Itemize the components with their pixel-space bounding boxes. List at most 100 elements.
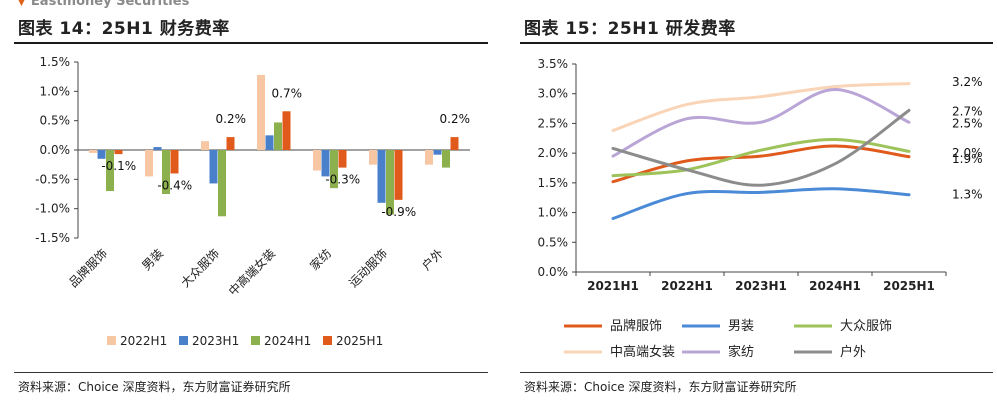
- line-series-大众服饰: [611, 137, 911, 178]
- bar-2025H1-家纺: [338, 150, 347, 168]
- bar-2023H1-男装: [153, 147, 162, 150]
- line-series-家纺: [611, 88, 911, 158]
- y-tick-label: 2.0%: [538, 146, 569, 160]
- bar-2024H1-男装: [162, 150, 170, 194]
- y-tick-label: 0.5%: [40, 114, 71, 128]
- bar-2023H1-户外: [433, 150, 442, 155]
- x-category-label: 大众服饰: [178, 246, 222, 290]
- data-label: -0.3%: [325, 173, 360, 187]
- data-label: 0.2%: [440, 112, 471, 126]
- bar-2022H1-男装: [145, 150, 153, 177]
- bar-2022H1-大众服饰: [201, 141, 209, 150]
- legend-label-2024H1: 2024H1: [264, 334, 311, 348]
- bar-2023H1-运动服饰: [377, 150, 386, 203]
- bar-2023H1-家纺: [321, 150, 330, 177]
- y-tick-label: 0.0%: [538, 265, 569, 279]
- end-value-label: 1.3%: [952, 188, 983, 202]
- y-tick-label: 1.0%: [40, 84, 71, 98]
- y-tick-label: 0.0%: [40, 143, 71, 157]
- bar-2025H1-大众服饰: [226, 137, 235, 150]
- legend-label-2025H1: 2025H1: [336, 334, 383, 348]
- bar-2024H1-户外: [442, 150, 450, 168]
- bar-2023H1-大众服饰: [209, 150, 218, 184]
- bar-2025H1-户外: [450, 137, 459, 150]
- x-tick-label: 2025H1: [883, 279, 935, 293]
- x-category-label: 运动服饰: [346, 246, 390, 290]
- bar-2025H1-中高端女装: [282, 111, 291, 150]
- bar-2023H1-中高端女装: [265, 135, 274, 150]
- legend-label-户外: 户外: [840, 344, 866, 360]
- figure-14-bottom-rule: [14, 372, 488, 373]
- bar-2024H1-中高端女装: [274, 122, 282, 150]
- x-tick-label: 2024H1: [809, 279, 861, 293]
- bar-2022H1-户外: [425, 150, 433, 165]
- figure-15-top-rule: [520, 42, 993, 44]
- bar-2022H1-家纺: [313, 150, 321, 171]
- bar-2022H1-运动服饰: [369, 150, 377, 165]
- y-tick-label: 3.5%: [538, 57, 569, 71]
- legend-label-家纺: 家纺: [728, 344, 754, 360]
- y-tick-label: 2.5%: [538, 116, 569, 130]
- bar-2025H1-男装: [170, 150, 179, 174]
- bar-2025H1-运动服饰: [394, 150, 403, 200]
- x-category-label: 家纺: [307, 246, 335, 274]
- x-category-label: 户外: [419, 246, 447, 274]
- end-value-label: 2.5%: [952, 116, 983, 130]
- x-category-label: 品牌服饰: [66, 246, 110, 290]
- data-label: -0.4%: [157, 178, 192, 192]
- bar-2022H1-品牌服饰: [89, 150, 97, 153]
- bar-2023H1-品牌服饰: [97, 150, 106, 159]
- data-label: -0.1%: [101, 159, 136, 173]
- legend-label-男装: 男装: [728, 319, 754, 334]
- financial-expense-bar-chart: -1.5% -1.0% -0.5% 0.0% 0.5% 1.0% 1.5% -0.1% 品牌服饰…: [35, 55, 471, 348]
- y-tick-label: 1.5%: [40, 55, 71, 69]
- x-tick-label: 2023H1: [735, 279, 787, 293]
- triangle-icon: ▼: [18, 0, 25, 8]
- data-label: 0.7%: [272, 86, 303, 100]
- y-tick-label: -1.5%: [35, 231, 70, 245]
- line-series-男装: [611, 187, 911, 221]
- bar-2024H1-品牌服饰: [106, 150, 114, 192]
- figure-15-title: 图表 15：25H1 研发费率: [524, 19, 736, 39]
- figure-15-source: 资料来源：Choice 深度资料，东方财富证券研究所: [524, 380, 797, 394]
- bar-2022H1-中高端女装: [257, 74, 265, 150]
- figure-15-bottom-rule: [520, 372, 993, 373]
- y-tick-label: 1.0%: [538, 206, 569, 220]
- end-value-label: 1.9%: [952, 152, 983, 166]
- brand-header: ▼ Eastmoney Securities: [18, 0, 189, 9]
- end-value-label: 2.0%: [952, 146, 983, 160]
- rd-expense-line-chart: 0.0% 0.5% 1.0% 1.5% 2.0% 2.5% 3.0% 3.5% 2021H1 20…: [538, 57, 983, 360]
- legend-label-大众服饰: 大众服饰: [840, 319, 892, 334]
- figure-14-panel: 图表 14：25H1 财务费率 -1.5% -1.0% -0.5% 0.0% 0.5% 1…: [0, 0, 492, 400]
- bar-2024H1-大众服饰: [218, 150, 226, 217]
- brand-name: Eastmoney Securities: [30, 0, 190, 9]
- legend-swatch-2022H1: [107, 336, 116, 345]
- x-tick-label: 2022H1: [661, 279, 713, 293]
- legend-swatch-2025H1: [323, 336, 332, 345]
- x-category-label: 男装: [139, 246, 166, 273]
- line-series-中高端女装: [611, 82, 911, 133]
- data-label: 0.2%: [216, 112, 247, 126]
- bar-2024H1-家纺: [330, 150, 338, 189]
- figure-15-panel: 图表 15：25H1 研发费率 0.0% 0.5% 1.0% 1.5% 2.0% 2.5%…: [506, 0, 997, 400]
- y-tick-label: -0.5%: [35, 172, 70, 186]
- end-value-label: 3.2%: [952, 75, 983, 89]
- line-series-户外: [611, 108, 911, 187]
- x-category-label: 中高端女装: [225, 246, 278, 299]
- data-label: -0.9%: [381, 205, 416, 219]
- figure-14-title: 图表 14：25H1 财务费率: [18, 19, 230, 39]
- x-tick-label: 2021H1: [587, 279, 639, 293]
- legend-swatch-2024H1: [251, 336, 260, 345]
- y-tick-label: 3.0%: [538, 87, 569, 101]
- figure-14-top-rule: [14, 42, 488, 44]
- bar-2024H1-运动服饰: [386, 150, 394, 215]
- bar-2025H1-品牌服饰: [114, 150, 123, 155]
- figure-14-source: 资料来源：Choice 深度资料，东方财富证券研究所: [18, 380, 291, 394]
- legend-label-2022H1: 2022H1: [120, 334, 167, 348]
- y-tick-label: -1.0%: [35, 202, 70, 216]
- legend-label-中高端女装: 中高端女装: [610, 344, 675, 360]
- legend-label-品牌服饰: 品牌服饰: [610, 318, 662, 334]
- legend-swatch-2023H1: [179, 336, 188, 345]
- y-tick-label: 0.5%: [538, 235, 569, 249]
- end-value-label: 2.7%: [952, 105, 983, 119]
